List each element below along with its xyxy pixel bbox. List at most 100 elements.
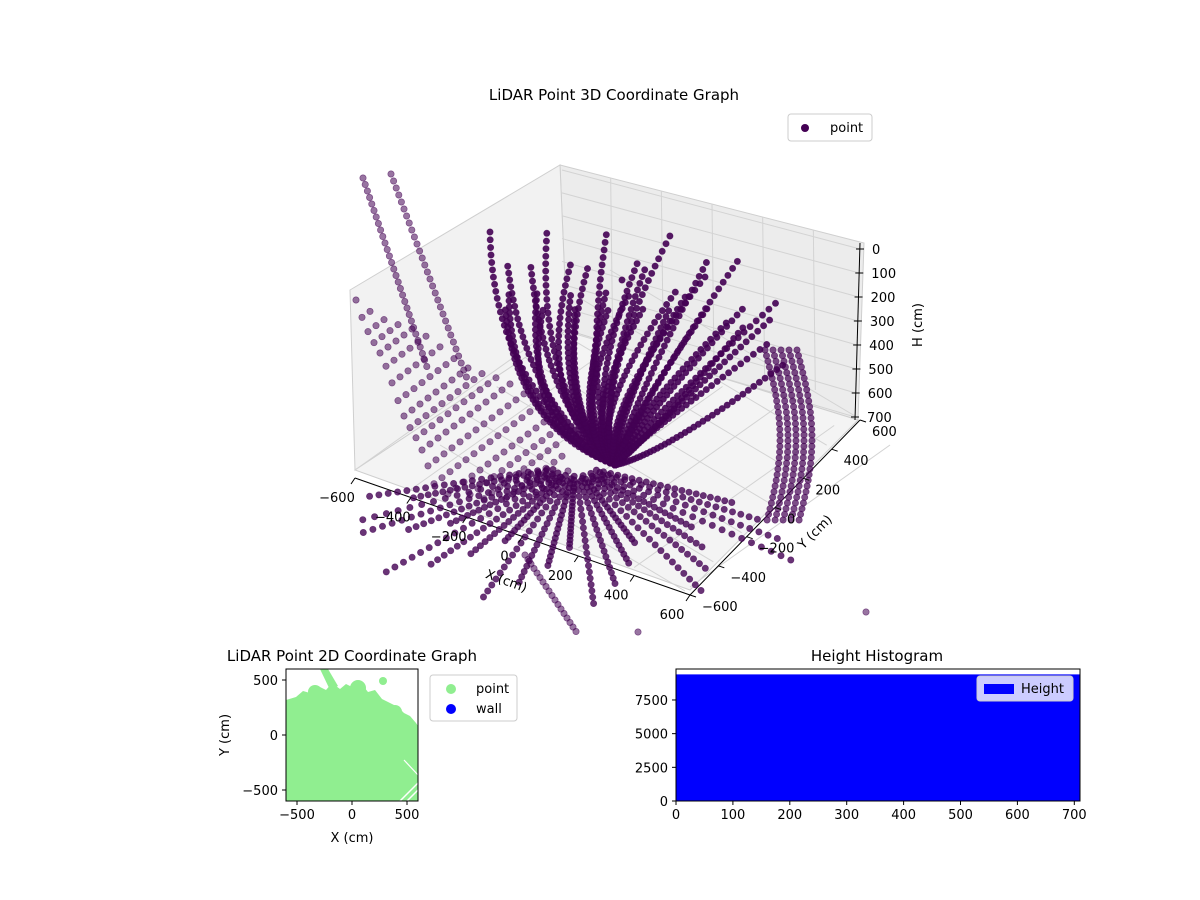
point-3d [542,237,550,245]
point-3d [795,482,803,490]
point-3d [459,478,467,486]
point-3d [797,510,805,518]
point-3d [359,174,367,182]
point-3d [593,310,601,318]
point-3d [649,346,657,354]
point-3d [453,491,461,499]
point-3d [417,548,425,556]
point-3d [773,397,781,405]
point-3d [687,523,695,531]
point-3d [474,404,482,412]
point-3d [538,437,546,445]
point-3d [398,350,406,358]
chart-histogram: Height Histogram 0 100 200 300 400 500 600 7000… [635,647,1087,823]
point-3d [452,345,460,353]
point-3d [623,330,631,338]
point-3d [440,551,448,559]
point-3d [436,416,444,424]
gap-line-2d [403,759,418,776]
point-3d [692,490,700,498]
point-3d [754,327,762,335]
point-3d [549,465,557,473]
point-3d [412,485,420,493]
point-3d [403,304,411,312]
point-3d [790,408,798,416]
point-3d [522,449,530,457]
point-3d [421,261,429,269]
point-3d [504,557,512,565]
point-3d [396,284,404,292]
point-3d [718,526,726,534]
point-3d [506,380,514,388]
point-3d [523,344,531,352]
x-tick-label-histogram: 0 [672,808,680,823]
point-3d [578,285,586,293]
point-3d [420,428,428,436]
point-3d [637,341,645,349]
point-3d [706,298,714,306]
point-3d [473,499,481,507]
legend-3d: point [787,113,873,142]
point-3d [668,317,676,325]
point-3d [494,432,502,440]
point-3d [685,488,693,496]
point-3d [862,608,870,616]
point-3d [728,339,736,347]
point-3d [514,315,522,323]
point-3d [713,377,721,385]
point-3d [785,346,793,354]
point-3d [615,355,623,363]
point-3d [671,485,679,493]
point-3d [630,508,638,516]
point-3d [641,266,649,274]
point-3d [757,543,765,551]
point-3d [444,410,452,418]
z-tick-label-3d: 0 [872,243,880,258]
point-3d [737,510,745,518]
point-3d [696,381,704,389]
point-3d [521,533,529,541]
point-3d [789,363,797,371]
point-3d [475,492,483,500]
point-3d [492,515,500,523]
point-3d [702,305,710,313]
point-3d [679,493,687,501]
point-3d [486,236,494,244]
point-3d [625,559,633,567]
point-3d [738,534,746,542]
point-3d [462,382,470,390]
point-3d [769,380,777,388]
point-3d [534,515,542,523]
point-3d [476,386,484,394]
point-3d [359,528,367,536]
point-3d [429,282,437,290]
point-3d [701,376,709,384]
point-3d [777,380,785,388]
point-3d [431,489,439,497]
point-3d [405,525,413,533]
point-3d [642,357,650,365]
point-3d [590,599,598,607]
point-3d [412,361,420,369]
grid-line-3d [561,192,860,274]
point-2d [350,680,366,696]
point-3d [561,281,569,289]
point-3d [382,362,390,370]
point-3d [651,262,659,270]
ticks-2d: −500 0 500 −500 0 500 [242,674,419,823]
point-3d [566,261,574,269]
point-3d [439,488,447,496]
x-tick-label-histogram: 300 [834,808,859,823]
point-3d [662,312,670,320]
point-3d [533,290,541,298]
point-3d [771,386,779,394]
point-3d [431,289,439,297]
point-3d [725,369,733,377]
point-3d [358,313,366,321]
point-3d [466,410,474,418]
point-3d [382,510,390,518]
point-3d [584,555,592,563]
point-3d [369,525,377,533]
point-3d [508,289,516,297]
point-3d [558,452,566,460]
